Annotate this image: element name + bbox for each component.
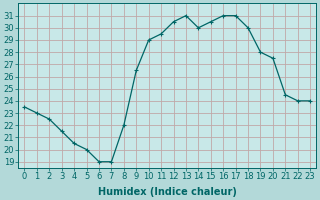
X-axis label: Humidex (Indice chaleur): Humidex (Indice chaleur) [98,187,237,197]
